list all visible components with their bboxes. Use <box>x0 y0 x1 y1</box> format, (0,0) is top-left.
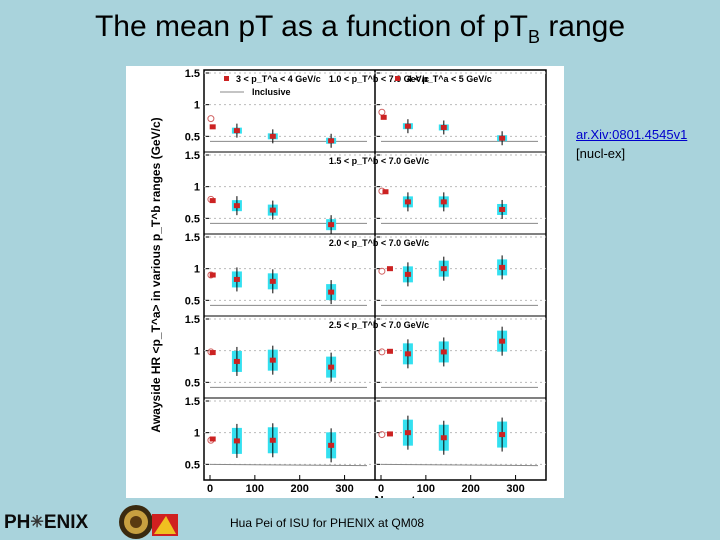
slide-title-subscript: B <box>527 27 540 47</box>
y-tick-label: 1.5 <box>185 232 200 244</box>
data-point <box>209 350 216 356</box>
data-point <box>499 206 506 212</box>
inclusive-line <box>380 463 539 467</box>
y-tick-label: 0.5 <box>185 377 200 389</box>
data-point <box>269 357 276 363</box>
row-label: 1.0 < p_T^b < 7.0 GeV/c <box>329 74 429 84</box>
data-point <box>328 442 335 448</box>
data-point <box>499 432 506 438</box>
data-point <box>404 430 411 436</box>
phenix-logo: PH✳ENIX <box>4 512 88 534</box>
data-point <box>233 358 240 364</box>
qm08-logo-icon <box>114 500 180 540</box>
y-tick-label: 0.5 <box>185 459 200 471</box>
data-point <box>209 272 216 278</box>
y-tick-label: 1.5 <box>185 150 200 162</box>
data-point <box>404 351 411 357</box>
y-tick-label: 1 <box>194 264 200 276</box>
x-tick-label: 100 <box>246 483 264 495</box>
chart-svg: Awayside HR <p_T^a> in various p_T^b ran… <box>149 68 547 498</box>
inclusive-line <box>209 463 368 467</box>
data-point <box>269 437 276 443</box>
data-point <box>499 264 506 270</box>
row-label: 2.0 < p_T^b < 7.0 GeV/c <box>329 238 429 248</box>
phenix-logo-left: PH <box>4 512 31 533</box>
legend-label: 4 < p_T^a < 5 GeV/c <box>407 74 492 84</box>
data-point <box>233 128 240 134</box>
data-point <box>404 271 411 277</box>
y-tick-label: 1 <box>194 428 200 440</box>
y-tick-label: 1 <box>194 346 200 358</box>
data-point <box>233 276 240 282</box>
x-tick-label: 300 <box>335 483 353 495</box>
legend-marker <box>395 76 400 81</box>
data-point <box>386 348 393 354</box>
y-tick-label: 0.5 <box>185 295 200 307</box>
data-point <box>440 199 447 205</box>
arxiv-category: [nucl-ex] <box>576 146 626 161</box>
y-tick-label: 0.5 <box>185 213 200 225</box>
x-tick-label: 200 <box>462 483 480 495</box>
row-label: 2.5 < p_T^b < 7.0 GeV/c <box>329 320 429 330</box>
data-point <box>404 199 411 205</box>
data-point <box>404 123 411 129</box>
x-tick-label: 300 <box>506 483 524 495</box>
x-tick-label: 200 <box>291 483 309 495</box>
data-point <box>386 266 393 272</box>
x-tick-label: 0 <box>378 483 384 495</box>
data-point <box>269 278 276 284</box>
slide-title: The mean pT as a function of pTB range <box>0 10 720 48</box>
data-point <box>209 198 216 204</box>
y-tick-label: 1.5 <box>185 68 200 80</box>
data-point <box>440 349 447 355</box>
row-label: 1.5 < p_T^b < 7.0 GeV/c <box>329 156 429 166</box>
data-point <box>233 203 240 209</box>
data-point <box>328 138 335 144</box>
data-point <box>380 114 387 120</box>
data-point <box>328 364 335 370</box>
x-axis-label: N_part <box>374 493 416 498</box>
open-marker <box>207 115 215 123</box>
data-point <box>440 435 447 441</box>
physics-figure: Awayside HR <p_T^a> in various p_T^b ran… <box>126 66 564 498</box>
data-point <box>328 289 335 295</box>
y-axis-label: Awayside HR <p_T^a> in various p_T^b ran… <box>149 117 163 432</box>
data-point <box>386 431 393 437</box>
data-point <box>209 124 216 130</box>
x-tick-label: 0 <box>207 483 213 495</box>
open-marker <box>378 267 386 275</box>
phenix-star-icon: ✳ <box>30 514 44 531</box>
y-tick-label: 1.5 <box>185 314 200 326</box>
data-point <box>328 222 335 228</box>
data-point <box>209 436 216 442</box>
open-marker <box>378 348 386 356</box>
phenix-logo-right: ENIX <box>43 512 89 533</box>
open-marker <box>378 108 386 116</box>
x-tick-label: 100 <box>417 483 435 495</box>
slide-title-tail: range <box>539 10 626 43</box>
data-point <box>440 124 447 130</box>
y-tick-label: 1.5 <box>185 396 200 408</box>
y-tick-label: 1 <box>194 100 200 112</box>
data-point <box>499 338 506 344</box>
legend-label: Inclusive <box>252 87 291 97</box>
slide-title-main: The mean pT as a function of pT <box>94 10 528 43</box>
data-point <box>233 438 240 444</box>
legend-label: 3 < p_T^a < 4 GeV/c <box>236 74 321 84</box>
data-point <box>382 189 389 195</box>
arxiv-link[interactable]: ar.Xiv:0801.4545v1 <box>576 127 688 142</box>
reference-block: ar.Xiv:0801.4545v1 [nucl-ex] <box>576 125 687 163</box>
data-point <box>499 135 506 141</box>
data-point <box>440 266 447 272</box>
y-tick-label: 1 <box>194 182 200 194</box>
open-marker <box>378 431 386 439</box>
legend-marker <box>224 76 229 81</box>
y-tick-label: 0.5 <box>185 131 200 143</box>
data-point <box>269 133 276 139</box>
data-point <box>269 207 276 213</box>
footer-credit: Hua Pei of ISU for PHENIX at QM08 <box>230 516 425 530</box>
